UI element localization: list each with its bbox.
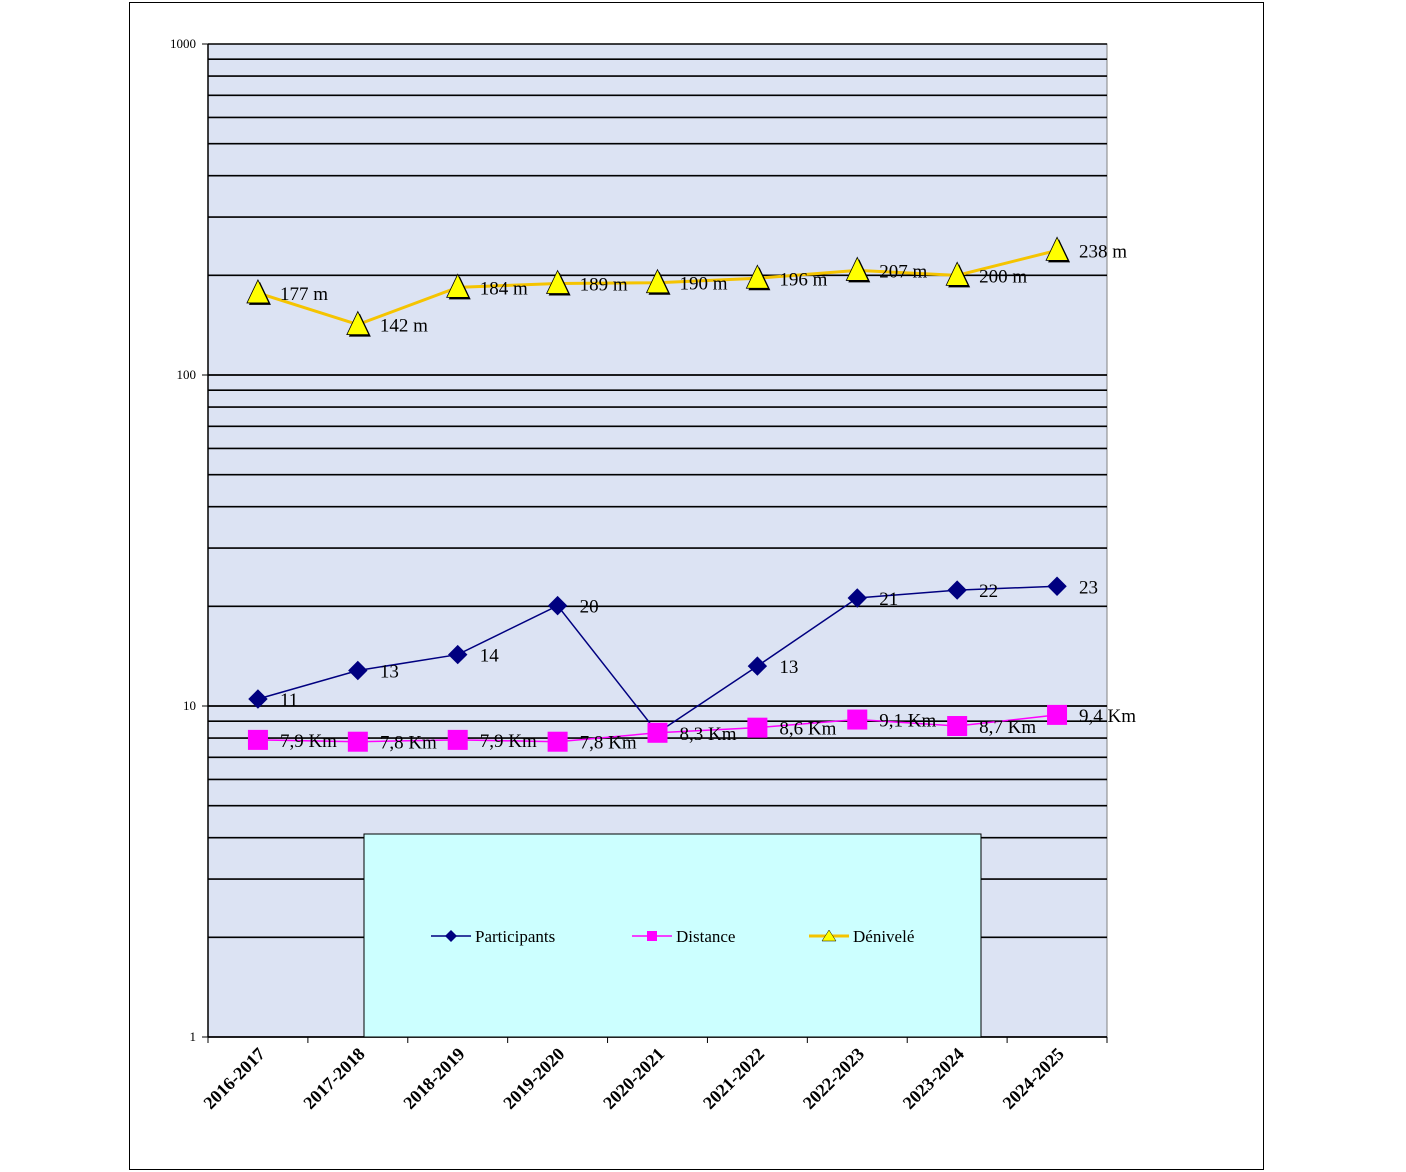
x-tick-label: 2017-2018 bbox=[299, 1044, 368, 1113]
data-point bbox=[447, 729, 468, 750]
data-point bbox=[847, 709, 868, 730]
legend-label: Distance bbox=[676, 927, 735, 946]
data-label: 8,6 Km bbox=[779, 719, 836, 740]
series-distance: 7,9 Km 7,8 Km 7,9 Km 7,8 Km 8,3 Km 8,6 Km 9,1 … bbox=[247, 704, 1136, 754]
data-label: 21 bbox=[879, 589, 898, 610]
x-tick-label: 2018-2019 bbox=[399, 1044, 468, 1113]
data-point bbox=[1047, 576, 1067, 596]
y-tick-label: 100 bbox=[177, 367, 197, 382]
data-point bbox=[647, 722, 668, 743]
legend-label: Dénivelé bbox=[853, 927, 914, 946]
data-point bbox=[547, 731, 568, 752]
x-tick-label: 2022-2023 bbox=[799, 1044, 868, 1113]
data-label: 9,4 Km bbox=[1079, 706, 1136, 727]
y-tick-label: 1000 bbox=[170, 36, 196, 51]
data-point bbox=[747, 656, 768, 676]
data-point bbox=[747, 717, 768, 738]
data-label: 200 m bbox=[979, 266, 1027, 287]
data-label: 7,9 Km bbox=[480, 731, 537, 752]
data-label: 11 bbox=[280, 690, 298, 711]
x-tick-label: 2016-2017 bbox=[199, 1044, 268, 1113]
data-label: 238 m bbox=[1079, 241, 1127, 262]
data-point bbox=[446, 273, 470, 298]
data-point bbox=[348, 660, 368, 681]
data-point bbox=[947, 580, 967, 600]
data-point bbox=[847, 588, 867, 608]
x-tick-label: 2024-2025 bbox=[999, 1044, 1068, 1113]
data-point bbox=[247, 729, 268, 750]
data-point bbox=[547, 595, 568, 616]
data-label: 196 m bbox=[779, 269, 827, 290]
x-tick-label: 2020-2021 bbox=[599, 1044, 668, 1113]
data-point bbox=[745, 264, 770, 289]
data-label: 14 bbox=[480, 646, 500, 667]
data-point bbox=[448, 644, 468, 665]
data-point bbox=[246, 278, 270, 304]
legend: Participants Distance Dénivelé bbox=[363, 833, 982, 1038]
data-label: 8,7 Km bbox=[979, 717, 1036, 738]
data-point bbox=[347, 731, 368, 752]
data-label: 190 m bbox=[680, 274, 728, 295]
data-point bbox=[1045, 236, 1069, 261]
x-tick-label: 2019-2020 bbox=[499, 1044, 568, 1113]
data-label: 9,1 Km bbox=[879, 711, 936, 732]
data-label: 184 m bbox=[480, 278, 528, 299]
y-tick-label: 1 bbox=[190, 1029, 197, 1044]
y-tick-label: 10 bbox=[183, 698, 196, 713]
data-point bbox=[645, 268, 670, 294]
data-label: 7,9 Km bbox=[280, 731, 337, 752]
diamond-icon bbox=[445, 930, 457, 942]
x-tick-label: 2021-2022 bbox=[699, 1044, 768, 1113]
legend-label: Participants bbox=[475, 927, 555, 946]
square-icon bbox=[647, 931, 657, 941]
data-label: 23 bbox=[1079, 577, 1098, 598]
data-label: 7,8 Km bbox=[380, 733, 437, 754]
data-label: 8,3 Km bbox=[680, 724, 737, 745]
data-label: 20 bbox=[580, 597, 599, 618]
data-label: 13 bbox=[779, 657, 798, 678]
series-layer: 11 13 14 20 13 21 22 23 7,9 Km 7,8 Km 7,9 Km 7,8 Km… bbox=[246, 236, 1136, 754]
data-point bbox=[1047, 704, 1068, 725]
legend-item-dénivelé: Dénivelé bbox=[809, 927, 914, 946]
data-point bbox=[545, 269, 570, 294]
data-point bbox=[346, 310, 370, 335]
triangle-icon bbox=[821, 929, 837, 942]
data-point bbox=[248, 689, 268, 709]
data-point bbox=[845, 256, 869, 281]
data-label: 207 m bbox=[879, 261, 927, 282]
data-label: 22 bbox=[979, 581, 998, 602]
data-label: 7,8 Km bbox=[580, 733, 637, 754]
legend-item-participants: Participants bbox=[431, 927, 555, 946]
data-label: 189 m bbox=[580, 274, 628, 295]
data-label: 177 m bbox=[280, 284, 328, 305]
legend-item-distance: Distance bbox=[632, 927, 735, 946]
x-tick-label: 2023-2024 bbox=[899, 1044, 968, 1113]
data-label: 142 m bbox=[380, 316, 428, 337]
data-point bbox=[945, 261, 969, 286]
data-point bbox=[947, 716, 968, 737]
data-label: 13 bbox=[380, 662, 399, 683]
series-dénivelé: 177 m 142 m 184 m 189 m 190 m 196 m 207 m 200 m… bbox=[246, 236, 1127, 337]
